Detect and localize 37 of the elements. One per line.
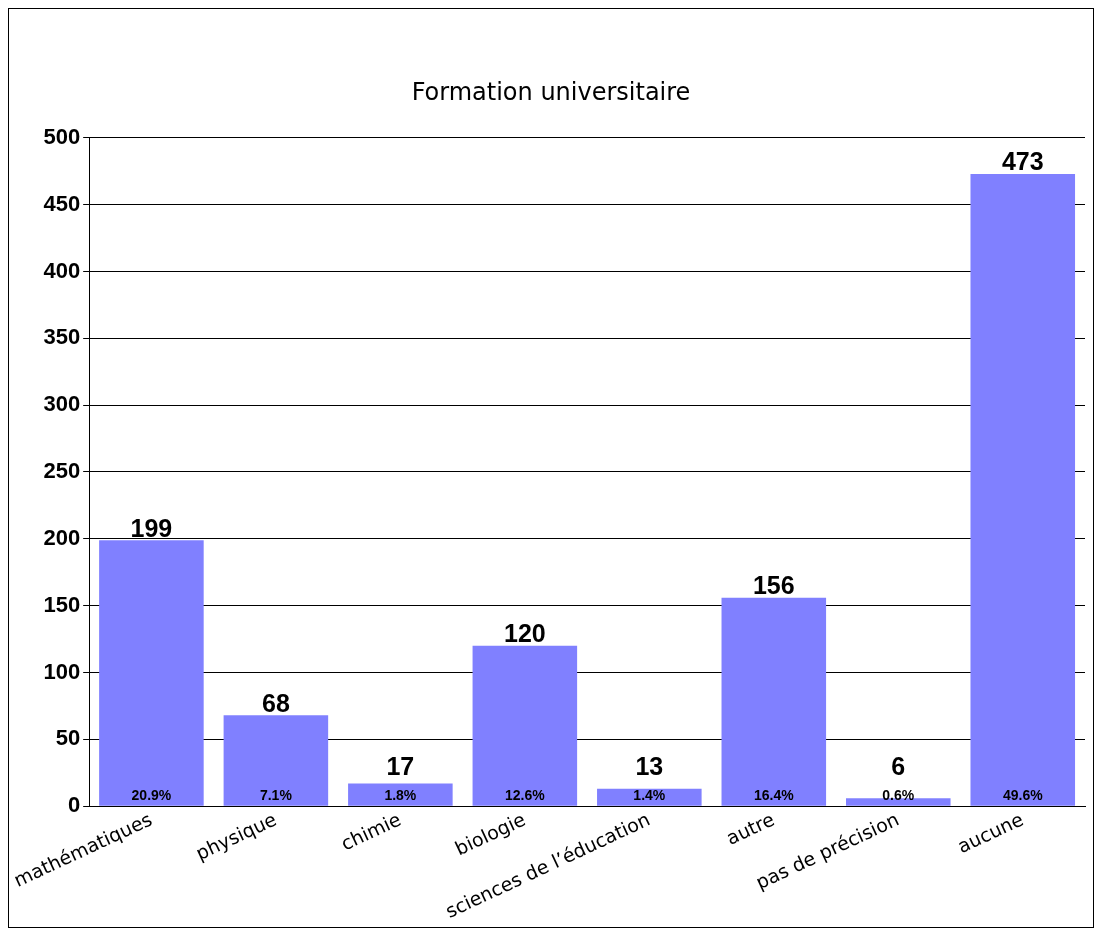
data-label: 68 [261,688,290,717]
data-label: 17 [386,751,415,780]
annotation: 1.4% [633,787,666,804]
bar [721,597,827,806]
y-tick-label: 0 [67,792,81,818]
y-tick-label: 500 [43,123,81,149]
data-label: 13 [635,751,664,780]
data-label: 120 [503,619,546,648]
chart-title: Formation universitaire [411,77,691,106]
y-tick-label: 150 [43,591,81,617]
annotation: 7.1% [259,787,293,804]
bar [597,788,702,806]
bar [472,645,578,806]
y-tick-label: 50 [55,725,81,751]
annotation: 20.9% [131,787,172,804]
data-label: 156 [752,571,795,600]
annotation: 49.6% [1002,787,1044,804]
bar [970,173,1076,806]
data-label: 199 [130,513,173,542]
annotation: 0.6% [882,787,915,804]
y-tick-label: 100 [43,658,81,684]
annotation: 12.6% [504,787,546,804]
bar [223,715,329,806]
annotation: 1.8% [384,787,417,804]
y-tick-label: 200 [43,524,81,550]
annotation: 16.4% [753,787,795,804]
bar [846,798,951,806]
data-label: 473 [1001,147,1044,176]
y-tick-label: 350 [43,324,81,350]
x-tick-label: autre [722,807,778,849]
y-tick-label: 400 [43,257,81,283]
bar [99,540,204,806]
data-label: 6 [891,751,906,780]
y-tick-label: 250 [43,458,81,484]
y-tick-label: 450 [43,190,81,216]
y-tick-label: 300 [43,391,81,417]
bar [348,783,453,806]
